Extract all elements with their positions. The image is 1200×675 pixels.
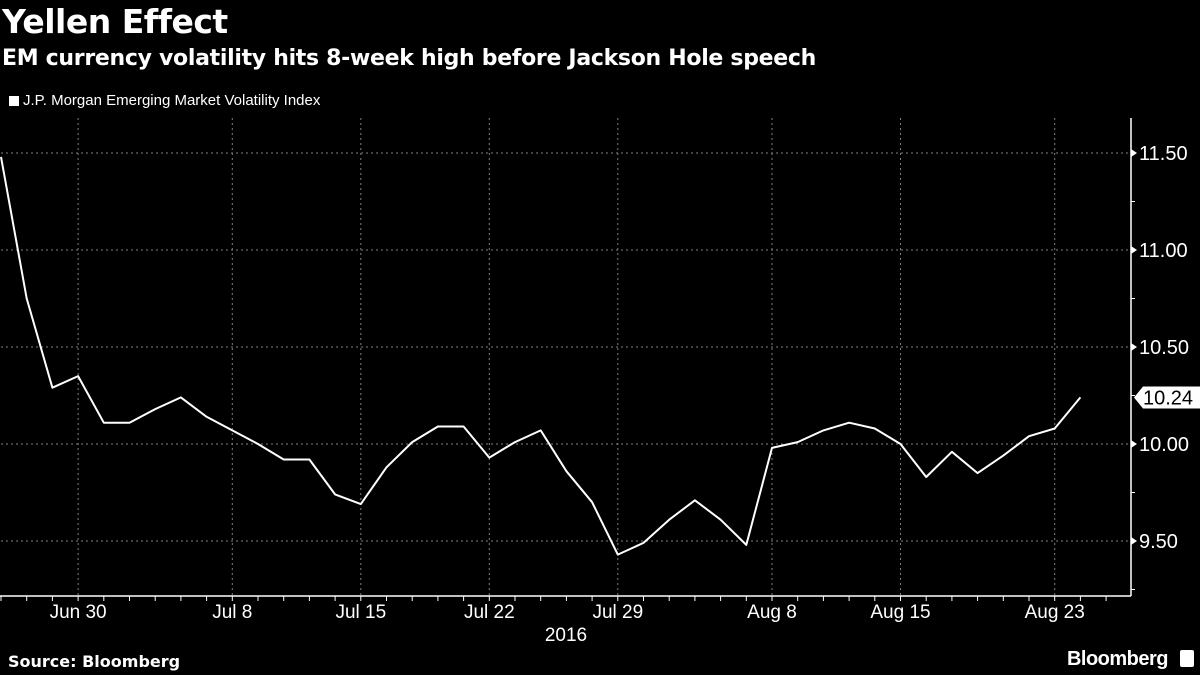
x-tick-label: Jun 30 [50,602,107,623]
y-tick-marker [1131,149,1137,157]
legend: J.P. Morgan Emerging Market Volatility I… [9,92,320,109]
y-tick-marker [1131,440,1137,448]
x-axis-year-label: 2016 [545,625,587,646]
last-value-label: 10.24 [1143,387,1193,409]
y-tick-label: 11.00 [1139,240,1188,262]
x-tick-label: Jul 22 [464,602,515,623]
source-note: Source: Bloomberg [8,652,181,671]
chart-title: Yellen Effect [2,2,228,41]
last-value-badge [1134,386,1200,409]
y-tick-label: 10.00 [1139,434,1189,456]
x-tick-label: Jul 8 [212,602,252,623]
x-tick-label: Aug 23 [1025,602,1085,623]
y-tick-label: 9.50 [1139,531,1178,553]
x-tick-label: Aug 8 [747,602,797,623]
series-line [0,156,1082,556]
x-tick-label: Aug 15 [870,602,930,623]
y-tick-label: 11.50 [1139,143,1188,165]
legend-label: J.P. Morgan Emerging Market Volatility I… [23,92,321,109]
legend-swatch [9,95,19,106]
x-tick-label: Jul 15 [335,602,386,623]
y-tick-marker [1131,246,1137,254]
x-tick-label: Jul 29 [592,602,643,623]
bloomberg-logo: Bloomberg [1066,648,1169,670]
y-tick-label: 10.50 [1139,337,1189,359]
y-tick-marker [1131,343,1137,351]
chart-subtitle: EM currency volatility hits 8-week high … [2,46,816,71]
bloomberg-chart-icon [1180,650,1194,667]
y-tick-marker [1131,537,1137,545]
